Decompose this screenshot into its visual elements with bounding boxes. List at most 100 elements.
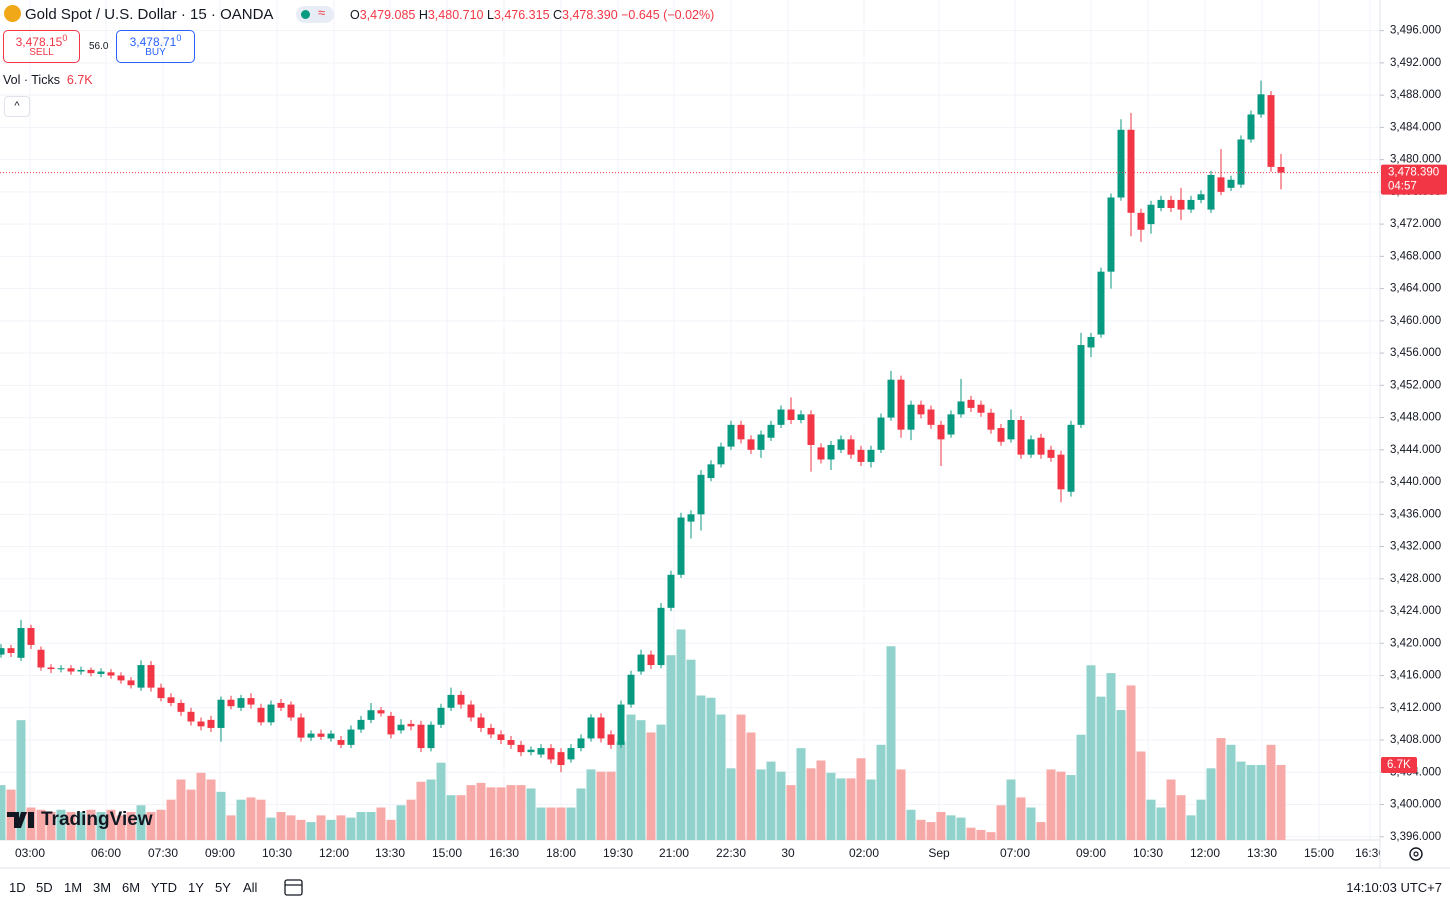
volume-bar	[956, 817, 966, 840]
candle-body	[1177, 199, 1185, 210]
candle-body	[877, 417, 885, 450]
candle-body	[957, 401, 965, 415]
volume-bar	[186, 789, 196, 840]
candle-body	[927, 409, 935, 425]
sell-label: SELL	[29, 47, 54, 58]
volume-bar	[396, 805, 406, 840]
volume-bar	[756, 769, 766, 840]
range-button[interactable]: YTD	[151, 880, 177, 895]
volume-last-label: 6.7K	[1387, 759, 1411, 771]
candle-body	[947, 414, 955, 435]
candle-body	[627, 674, 635, 705]
settings-icon[interactable]	[1409, 847, 1423, 861]
candle-body	[907, 404, 915, 430]
y-tick-label: 3,408.000	[1390, 734, 1441, 746]
volume-bar	[776, 771, 786, 840]
candle-body	[937, 424, 945, 440]
candle-body	[167, 697, 175, 703]
candle-body	[1017, 420, 1025, 455]
candle-body	[667, 574, 675, 608]
candle-body	[467, 704, 475, 718]
candle-body	[157, 687, 165, 699]
buy-button[interactable]: 3,478.710 BUY	[116, 30, 195, 63]
volume-bar	[1276, 764, 1286, 840]
candle-body	[757, 434, 765, 450]
volume-bar	[1266, 744, 1276, 840]
range-button[interactable]: 5D	[36, 880, 53, 895]
candle-body	[807, 414, 815, 445]
candle-body	[127, 680, 135, 686]
candle-body	[1047, 449, 1055, 458]
y-tick-label: 3,432.000	[1390, 541, 1441, 553]
last-price-box	[1381, 164, 1447, 195]
candle-body	[217, 699, 225, 728]
y-tick-label: 3,448.000	[1390, 412, 1441, 424]
candle-body	[357, 719, 365, 730]
candle-body	[1277, 166, 1285, 173]
y-tick-label: 3,396.000	[1390, 831, 1441, 843]
candle-body	[1227, 179, 1235, 188]
x-tick-label: 16:30	[1355, 846, 1385, 860]
volume-bar	[56, 809, 66, 840]
volume-bar	[296, 819, 306, 840]
range-button[interactable]: All	[243, 880, 258, 895]
sell-button[interactable]: 3,478.150 SELL	[3, 30, 80, 63]
range-button[interactable]: 1Y	[188, 880, 204, 895]
candle-body	[1167, 199, 1175, 208]
candle-body	[237, 698, 245, 708]
candle-body	[977, 404, 985, 413]
candle-body	[567, 748, 575, 760]
candle-body	[107, 672, 115, 676]
candle-body	[707, 464, 715, 479]
volume-bar	[926, 822, 936, 840]
volume-bar	[326, 819, 336, 840]
range-button[interactable]: 5Y	[215, 880, 231, 895]
countdown-label: 04:57	[1388, 181, 1417, 193]
volume-bar	[66, 812, 76, 840]
volume-bar	[1166, 779, 1176, 840]
candle-body	[447, 694, 455, 708]
range-button[interactable]: 1D	[9, 880, 26, 895]
volume-legend-value: 6.7K	[66, 73, 93, 87]
volume-bar	[306, 822, 316, 840]
volume-bar	[1196, 799, 1206, 840]
volume-bar	[1246, 764, 1256, 840]
candle-body	[67, 668, 75, 672]
collapse-button[interactable]: ^	[4, 96, 30, 117]
candle-body	[327, 733, 335, 739]
candle-body	[677, 517, 685, 575]
candle-body	[1157, 199, 1165, 208]
clock[interactable]: 14:10:03 UTC+7	[1346, 880, 1442, 895]
symbol-title[interactable]: Gold Spot / U.S. Dollar · 15 · OANDA	[25, 6, 274, 23]
y-tick-label: 3,456.000	[1390, 347, 1441, 359]
candle-body	[487, 727, 495, 735]
candle-body	[247, 698, 255, 705]
candle-body	[337, 740, 345, 745]
range-button[interactable]: 3M	[93, 880, 112, 895]
x-tick-label: Sep	[928, 846, 950, 860]
candle-body	[1037, 437, 1045, 455]
volume-bar	[36, 809, 46, 840]
candle-body	[747, 439, 755, 450]
range-button[interactable]: 6M	[122, 880, 141, 895]
y-tick-label: 3,440.000	[1390, 476, 1441, 488]
volume-bar	[836, 778, 846, 840]
candle-body	[1267, 95, 1275, 167]
volume-last-box	[1381, 756, 1417, 773]
candle-body	[187, 711, 195, 722]
range-button[interactable]: 1M	[64, 880, 83, 895]
h-label: H	[418, 8, 428, 22]
volume-bar	[546, 807, 556, 840]
candle-body	[717, 446, 725, 465]
candle-body	[277, 702, 285, 708]
x-tick-label: 15:00	[432, 846, 462, 860]
volume-bar	[176, 779, 186, 840]
delay-icon: ≈	[318, 5, 326, 20]
calendar-icon[interactable]	[284, 879, 303, 896]
volume-bar	[976, 829, 986, 840]
y-tick-label: 3,492.000	[1390, 57, 1441, 69]
candle-body	[1077, 345, 1085, 425]
candle-body	[1107, 197, 1115, 272]
candle-body	[647, 654, 655, 666]
candle-body	[387, 715, 395, 735]
